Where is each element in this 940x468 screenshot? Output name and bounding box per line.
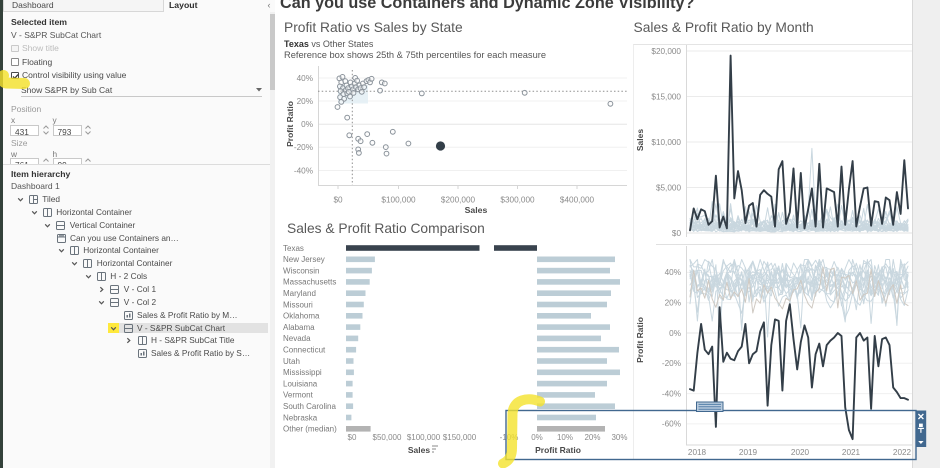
svg-text:$300,000: $300,000 [500,196,535,205]
svg-text:2019: 2019 [739,448,758,457]
svg-text:30%: 30% [611,433,627,442]
svg-text:40%: 40% [665,268,681,277]
svg-text:Sales: Sales [635,129,645,151]
svg-text:Vermont: Vermont [283,391,314,400]
svg-text:Nebraska: Nebraska [283,413,318,422]
svg-text:0%: 0% [301,120,313,129]
svg-text:$10,000: $10,000 [651,138,681,147]
svg-text:$0: $0 [333,196,343,205]
svg-text:$50,000: $50,000 [373,433,402,442]
svg-text:Sales: Sales [408,445,430,455]
svg-text:$200,000: $200,000 [441,196,476,205]
svg-text:Sales: Sales [465,205,488,215]
svg-text:-20%: -20% [662,359,681,368]
svg-text:$0: $0 [672,229,682,238]
svg-text:-60%: -60% [662,420,681,429]
svg-text:$100,000: $100,000 [381,196,416,205]
svg-text:2020: 2020 [791,448,810,457]
svg-text:0%: 0% [669,329,681,338]
svg-text:Alabama: Alabama [283,323,315,332]
svg-text:Connecticut: Connecticut [283,346,326,355]
svg-text:Profit Ratio: Profit Ratio [535,445,581,455]
svg-text:0%: 0% [531,433,543,442]
svg-text:Other (median): Other (median) [283,425,337,434]
svg-text:$400,000: $400,000 [560,196,595,205]
svg-text:Wisconsin: Wisconsin [283,266,319,275]
svg-text:Utah: Utah [283,357,300,366]
svg-text:$150,000: $150,000 [443,433,477,442]
svg-text:Louisiana: Louisiana [283,379,318,388]
svg-text:Missouri: Missouri [283,300,313,309]
svg-text:Oklahoma: Oklahoma [283,312,320,321]
svg-text:-40%: -40% [294,166,313,175]
svg-text:Maryland: Maryland [283,289,316,298]
svg-text:Nevada: Nevada [283,334,311,343]
svg-text:20%: 20% [297,97,313,106]
svg-text:2021: 2021 [842,448,861,457]
svg-text:Profit Ratio: Profit Ratio [635,317,645,363]
svg-text:40%: 40% [297,74,313,83]
svg-text:2018: 2018 [688,448,707,457]
svg-text:Profit Ratio: Profit Ratio [285,101,295,147]
svg-text:-40%: -40% [662,389,681,398]
svg-text:$20,000: $20,000 [651,47,681,56]
svg-text:$100,000: $100,000 [407,433,441,442]
svg-text:10%: 10% [557,433,573,442]
svg-text:South Carolina: South Carolina [283,402,336,411]
svg-text:Massachusetts: Massachusetts [283,278,336,287]
svg-text:20%: 20% [665,299,681,308]
svg-text:20%: 20% [584,433,600,442]
svg-text:$5,000: $5,000 [656,183,681,192]
svg-text:$15,000: $15,000 [651,92,681,101]
svg-text:New Jersey: New Jersey [283,255,325,264]
svg-text:2022: 2022 [893,448,912,457]
svg-text:-20%: -20% [294,143,313,152]
svg-text:Texas: Texas [283,244,304,253]
svg-text:Mississippi: Mississippi [283,368,322,377]
svg-text:$0: $0 [348,433,357,442]
